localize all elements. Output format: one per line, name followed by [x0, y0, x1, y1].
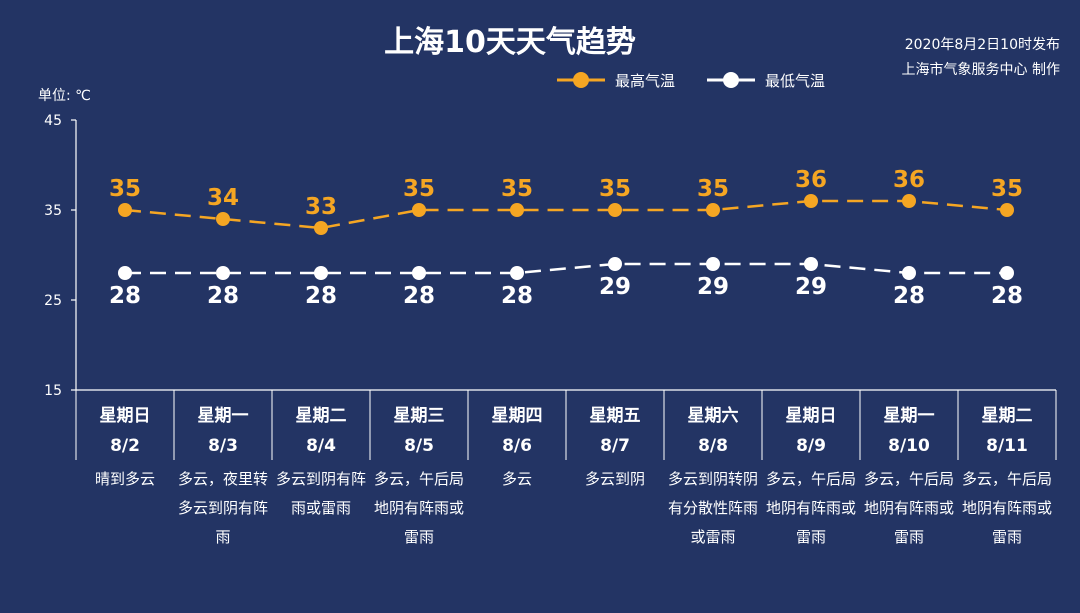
date-label: 8/10	[888, 436, 930, 456]
date-label: 8/8	[698, 436, 728, 456]
weekday-label: 星期一	[198, 406, 249, 426]
publisher: 上海市气象服务中心 制作	[902, 61, 1060, 78]
high-temperature-point	[804, 194, 818, 208]
low-temperature-point	[314, 266, 328, 280]
high-temperature-point	[1000, 203, 1014, 217]
publish-time: 2020年8月2日10时发布	[905, 37, 1060, 53]
legend: 最高气温 最低气温	[557, 72, 825, 90]
high-temperature-point	[608, 203, 622, 217]
low-temperature-point	[804, 257, 818, 271]
high-temperature-label: 35	[599, 176, 631, 202]
low-temperature-point	[608, 257, 622, 271]
low-temperature-label: 28	[109, 283, 141, 309]
date-label: 8/7	[600, 436, 630, 456]
low-temperature-point	[510, 266, 524, 280]
high-temperature-point	[510, 203, 524, 217]
low-legend-marker	[723, 72, 739, 88]
low-temperature-label: 28	[991, 283, 1023, 309]
weather-description: 多云到阴转阴有分散性阵雨或雷雨	[668, 470, 758, 546]
low-temperature-label: 28	[207, 283, 239, 309]
weekday-label: 星期日	[786, 406, 837, 426]
weather-description: 晴到多云	[95, 470, 155, 488]
date-label: 8/11	[986, 436, 1028, 456]
low-temperature-label: 28	[893, 283, 925, 309]
high-temperature-point	[902, 194, 916, 208]
y-tick-label: 45	[44, 113, 62, 129]
low-temperature-point	[216, 266, 230, 280]
weekday-label: 星期二	[296, 406, 347, 426]
date-label: 8/9	[796, 436, 826, 456]
weekday-label: 星期一	[884, 406, 935, 426]
weekday-label: 星期三	[394, 406, 445, 426]
high-temperature-point	[118, 203, 132, 217]
low-temperature-point	[118, 266, 132, 280]
date-label: 8/5	[404, 436, 434, 456]
weekday-label: 星期日	[100, 406, 151, 426]
weekday-label: 星期五	[590, 406, 641, 426]
weather-description: 多云，午后局地阴有阵雨或雷雨	[766, 470, 856, 546]
high-temperature-line	[124, 199, 1008, 230]
weekday-label: 星期四	[492, 406, 543, 426]
plot-area: 15 25 35 45 星期日 8/2 晴到多云 星期一 8/3 多云，夜里转多云到阴有阵雨 星期二…	[44, 113, 1057, 546]
low-temperature-label: 28	[403, 283, 435, 309]
high-temperature-label: 35	[991, 176, 1023, 202]
high-legend-label: 最高气温	[615, 72, 675, 90]
low-temperature-label: 29	[599, 274, 631, 300]
weather-description: 多云	[502, 470, 532, 488]
y-tick-label: 35	[44, 203, 62, 219]
high-legend-marker	[573, 72, 589, 88]
date-label: 8/3	[208, 436, 238, 456]
weather-description: 多云，午后局地阴有阵雨或雷雨	[864, 470, 954, 546]
low-legend-label: 最低气温	[765, 72, 825, 90]
low-temperature-label: 29	[697, 274, 729, 300]
low-temperature-line	[125, 262, 1007, 275]
weather-description: 多云，夜里转多云到阴有阵雨	[178, 470, 268, 546]
y-tick-label: 25	[44, 293, 62, 309]
low-temperature-point	[412, 266, 426, 280]
weather-description: 多云，午后局地阴有阵雨或雷雨	[374, 470, 464, 546]
low-temperature-point	[706, 257, 720, 271]
weather-description: 多云到阴有阵雨或雷雨	[276, 470, 366, 517]
high-temperature-label: 34	[207, 185, 239, 211]
high-temperature-label: 35	[697, 176, 729, 202]
chart-title: 上海10天天气趋势	[384, 25, 636, 60]
low-temperature-point	[1000, 266, 1014, 280]
low-temperature-point	[902, 266, 916, 280]
date-label: 8/2	[110, 436, 140, 456]
weather-description: 多云，午后局地阴有阵雨或雷雨	[962, 470, 1052, 546]
high-temperature-point	[314, 221, 328, 235]
low-temperature-label: 29	[795, 274, 827, 300]
high-temperature-label: 33	[305, 194, 337, 220]
y-axis-unit-label: 单位: ℃	[38, 88, 91, 104]
weekday-label: 星期六	[688, 405, 739, 426]
low-temperature-label: 28	[501, 283, 533, 309]
high-temperature-label: 36	[893, 167, 925, 193]
high-temperature-point	[216, 212, 230, 226]
date-label: 8/6	[502, 436, 532, 456]
high-temperature-label: 35	[403, 176, 435, 202]
high-temperature-point	[706, 203, 720, 217]
high-temperature-label: 35	[501, 176, 533, 202]
high-temperature-label: 35	[109, 176, 141, 202]
weather-description: 多云到阴	[585, 470, 645, 488]
high-temperature-label: 36	[795, 167, 827, 193]
low-temperature-label: 28	[305, 283, 337, 309]
high-temperature-point	[412, 203, 426, 217]
y-tick-label: 15	[44, 383, 62, 399]
weekday-label: 星期二	[982, 406, 1033, 426]
date-label: 8/4	[306, 436, 336, 456]
